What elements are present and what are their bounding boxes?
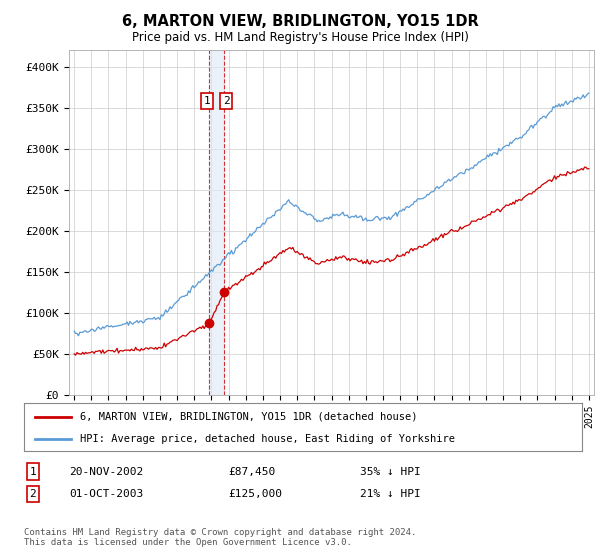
Bar bbox=[209, 50, 224, 395]
Text: 20-NOV-2002: 20-NOV-2002 bbox=[69, 466, 143, 477]
Text: £87,450: £87,450 bbox=[228, 466, 275, 477]
Text: 1: 1 bbox=[29, 466, 37, 477]
Text: 01-OCT-2003: 01-OCT-2003 bbox=[69, 489, 143, 499]
Text: 2: 2 bbox=[223, 96, 230, 106]
Text: 35% ↓ HPI: 35% ↓ HPI bbox=[360, 466, 421, 477]
Text: £125,000: £125,000 bbox=[228, 489, 282, 499]
Text: 1: 1 bbox=[204, 96, 211, 106]
Text: HPI: Average price, detached house, East Riding of Yorkshire: HPI: Average price, detached house, East… bbox=[80, 434, 455, 444]
Text: Contains HM Land Registry data © Crown copyright and database right 2024.
This d: Contains HM Land Registry data © Crown c… bbox=[24, 528, 416, 547]
Text: 6, MARTON VIEW, BRIDLINGTON, YO15 1DR (detached house): 6, MARTON VIEW, BRIDLINGTON, YO15 1DR (d… bbox=[80, 412, 418, 422]
Text: 6, MARTON VIEW, BRIDLINGTON, YO15 1DR: 6, MARTON VIEW, BRIDLINGTON, YO15 1DR bbox=[122, 14, 478, 29]
Text: 21% ↓ HPI: 21% ↓ HPI bbox=[360, 489, 421, 499]
Text: Price paid vs. HM Land Registry's House Price Index (HPI): Price paid vs. HM Land Registry's House … bbox=[131, 31, 469, 44]
Text: 2: 2 bbox=[29, 489, 37, 499]
